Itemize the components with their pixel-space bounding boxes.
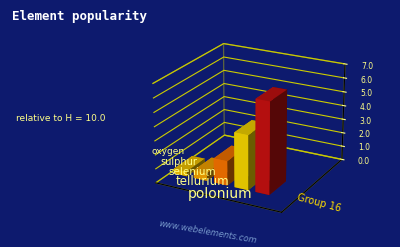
Text: selenium: selenium [168,167,216,177]
Text: tellurium: tellurium [176,175,230,188]
Text: oxygen: oxygen [152,147,185,156]
Text: Element popularity: Element popularity [12,10,147,23]
Text: relative to H = 10.0: relative to H = 10.0 [16,114,106,123]
Text: polonium: polonium [188,187,253,201]
Text: sulphur: sulphur [160,157,197,167]
Text: www.webelements.com: www.webelements.com [158,219,258,245]
Text: Group 16: Group 16 [296,192,342,213]
